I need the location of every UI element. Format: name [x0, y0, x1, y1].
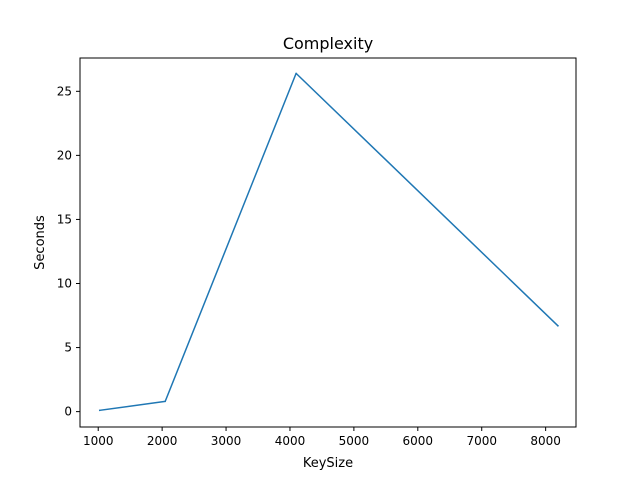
y-tick-label: 15 — [57, 212, 72, 226]
x-tick-label: 6000 — [403, 434, 434, 448]
x-tick-label: 8000 — [530, 434, 561, 448]
y-axis-label: Seconds — [33, 215, 48, 270]
x-tick-label: 4000 — [275, 434, 306, 448]
data-point — [99, 409, 101, 412]
x-tick-label: 5000 — [339, 434, 370, 448]
chart-title: Complexity — [283, 34, 373, 53]
x-axis-label: KeySize — [303, 456, 353, 471]
y-tick-label: 10 — [57, 277, 72, 291]
x-tick-label: 2000 — [147, 434, 178, 448]
y-tick-label: 20 — [57, 148, 72, 162]
y-tick-label: 25 — [57, 84, 72, 98]
x-tick-label: 3000 — [211, 434, 242, 448]
x-tick-label: 7000 — [466, 434, 497, 448]
data-point — [164, 400, 166, 403]
y-tick-label: 0 — [64, 405, 72, 419]
plot-area — [80, 58, 576, 427]
series-line — [98, 72, 559, 412]
data-point — [295, 72, 297, 75]
plot-frame — [79, 57, 577, 428]
data-point — [557, 325, 559, 327]
series-layer — [98, 72, 559, 412]
x-axis-ticks: 1000 2000 3000 4000 5000 6000 7000 8000 — [83, 427, 561, 448]
y-axis-ticks: 0 5 10 15 20 25 — [57, 84, 80, 419]
x-tick-label: 1000 — [83, 434, 114, 448]
y-tick-label: 5 — [64, 341, 72, 355]
